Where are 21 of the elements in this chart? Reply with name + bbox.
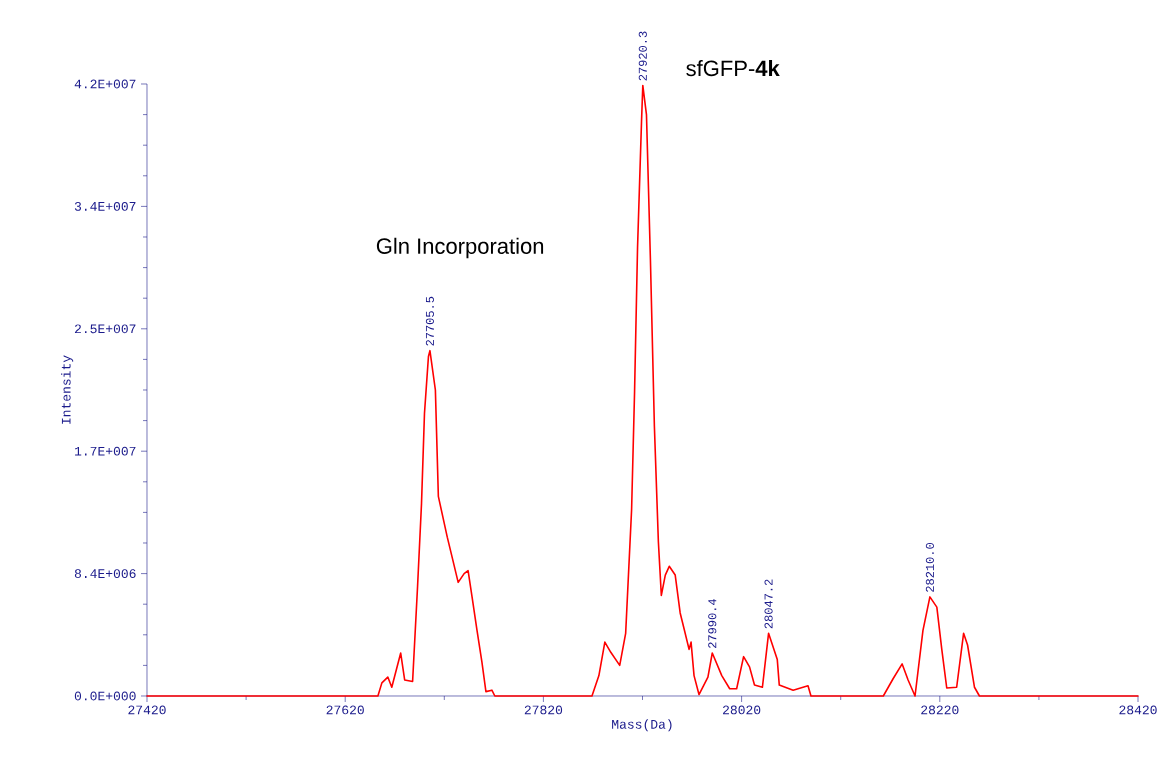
- annotation: 27920.3: [638, 31, 647, 81]
- x-tick-label: 28020: [723, 705, 761, 715]
- x-tick-label: 27820: [524, 705, 563, 715]
- annotation: 27990.4: [708, 599, 717, 648]
- x-tick-label: 27420: [128, 705, 166, 715]
- text: sfGFP-4k: [686, 60, 780, 77]
- y-tick-label: 0.0E+000: [74, 691, 136, 701]
- x-tick-label: 27620: [326, 705, 364, 715]
- x-tick-label: 28220: [921, 705, 959, 715]
- annotation: 28210.0: [925, 543, 934, 592]
- y-axis-title: Intensity: [61, 355, 74, 424]
- y-tick-label: 4.2E+007: [74, 79, 136, 89]
- x-axis-title: Mass(Da): [612, 719, 672, 732]
- y-tick-label: 3.4E+007: [74, 201, 136, 211]
- x-tick-label: 28420: [1119, 705, 1157, 715]
- y-tick-label: 1.7E+007: [75, 446, 136, 456]
- annotation: 27705.5: [425, 296, 434, 346]
- y-tick-label: 2.5E+007: [74, 324, 136, 334]
- annotation: 28047.2: [764, 579, 773, 629]
- y-tick-label: 8.4E+006: [74, 569, 136, 579]
- annotation: Gln Incorporation: [376, 237, 544, 259]
